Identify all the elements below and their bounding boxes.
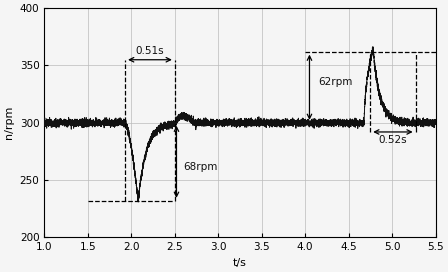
Text: 0.52s: 0.52s	[379, 135, 407, 146]
Y-axis label: n/rpm: n/rpm	[4, 106, 14, 140]
Text: 68rpm: 68rpm	[183, 162, 218, 172]
Text: 62rpm: 62rpm	[318, 76, 353, 86]
Text: 0.51s: 0.51s	[136, 46, 164, 56]
X-axis label: t/s: t/s	[233, 258, 247, 268]
